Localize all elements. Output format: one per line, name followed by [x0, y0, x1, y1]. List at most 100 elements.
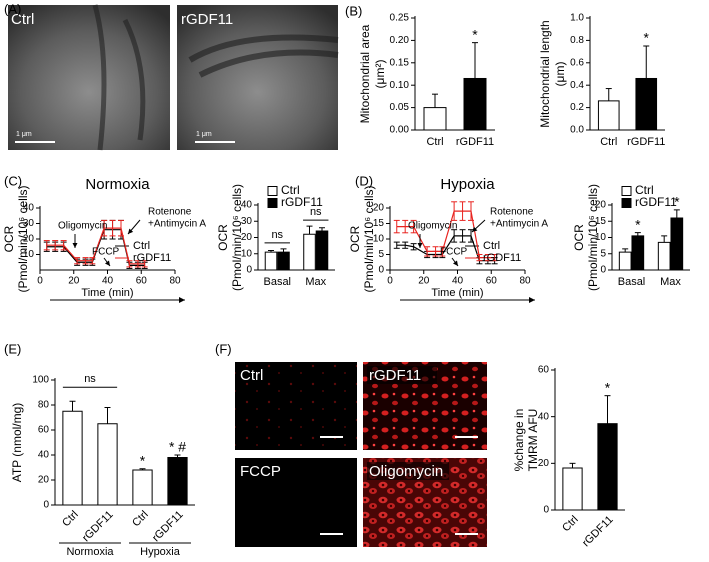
bar — [463, 77, 487, 131]
texture — [188, 34, 339, 78]
x-tick-label: Ctrl — [426, 136, 443, 148]
axis-arrowhead — [179, 297, 185, 303]
legend-label: rGDF11 — [281, 195, 323, 209]
y-tick-label: 100 — [32, 375, 49, 386]
x-tick-label: 20 — [418, 276, 430, 287]
bar — [657, 241, 671, 271]
texture — [92, 4, 146, 151]
panel-label: (B) — [345, 3, 362, 18]
y-tick-label: 0 — [43, 500, 49, 511]
panel-label: (D) — [355, 173, 373, 188]
legend-swatch — [267, 186, 278, 196]
annotation: FCCP — [92, 247, 120, 258]
bar — [618, 251, 632, 271]
y-tick-label: 20 — [538, 458, 550, 469]
y-tick-label: 40 — [23, 203, 35, 214]
significance-label: ns — [310, 206, 322, 218]
x-tick-label: Ctrl — [60, 509, 81, 530]
label-backdrop — [367, 366, 437, 384]
annotation-arrowhead — [105, 260, 110, 266]
annotation: +Antimycin A — [148, 219, 206, 230]
y-tick-label: 0 — [378, 265, 384, 276]
x-tick-label: 60 — [136, 276, 148, 287]
label-backdrop — [367, 462, 449, 480]
axis-arrowhead — [529, 297, 535, 303]
bar — [315, 230, 329, 271]
legend-swatch — [621, 186, 632, 196]
bar — [631, 235, 645, 271]
y-tick-label: 0.00 — [390, 125, 410, 136]
panel-label: (F) — [215, 341, 232, 356]
x-tick-label: rGDF11 — [627, 136, 665, 148]
y-tick-label: 10 — [23, 249, 35, 260]
image-label: FCCP — [240, 463, 281, 480]
scale-label: 1 μm — [196, 131, 212, 138]
x-tick-label: 40 — [102, 276, 114, 287]
y-tick-label: 20 — [241, 232, 253, 243]
x-tick-label: rGDF11 — [580, 514, 616, 550]
image-label: Ctrl — [240, 367, 263, 384]
x-tick-label: 60 — [486, 276, 498, 287]
x-tick-label: 80 — [519, 276, 531, 287]
bar — [277, 251, 290, 271]
y-axis-label: (μm) — [553, 62, 567, 87]
x-tick-label: Basal — [618, 276, 646, 288]
significance-label: * — [605, 379, 611, 395]
y-axis-label: OCR — [572, 224, 586, 251]
bar — [97, 423, 118, 506]
y-tick-label: 0.4 — [570, 80, 584, 91]
y-tick-label: 40 — [538, 411, 550, 422]
y-tick-label: 0.05 — [390, 102, 410, 113]
y-axis-label: ATP (nmol/mg) — [10, 403, 24, 483]
y-axis-label: %change in — [512, 409, 526, 472]
scale-label: 1 μm — [16, 131, 32, 138]
y-axis-label: Mitochondrial length — [538, 20, 552, 127]
significance-label: * — [644, 30, 650, 46]
y-tick-label: 0.8 — [570, 35, 584, 46]
significance-label: * # — [169, 439, 186, 455]
panel-label: (A) — [4, 1, 21, 16]
y-axis-label: OCR — [216, 224, 230, 251]
y-tick-label: 0.20 — [390, 35, 410, 46]
y-tick-label: 5 — [600, 248, 606, 259]
line — [46, 227, 145, 265]
legend-label: Ctrl — [483, 240, 500, 252]
y-axis-label: (Pmol/min/10⁶ cells) — [362, 186, 376, 293]
bar — [167, 457, 188, 506]
y-tick-label: 0 — [246, 265, 252, 276]
annotation-arrowhead — [72, 243, 78, 248]
x-tick-label: 0 — [37, 276, 43, 287]
image-label: Oligomycin — [369, 463, 443, 480]
y-tick-label: 30 — [23, 218, 35, 229]
group-label: Hypoxia — [140, 546, 181, 558]
annotation: +Antimycin A — [490, 219, 548, 230]
x-axis-label: Time (min) — [81, 287, 133, 299]
x-tick-label: rGDF11 — [80, 509, 116, 545]
legend-label: rGDF11 — [483, 252, 521, 264]
annotation: Oligomycin — [408, 221, 457, 232]
y-tick-label: 10 — [241, 248, 253, 259]
legend-swatch — [267, 198, 278, 208]
bar — [635, 77, 658, 131]
y-tick-label: 0.10 — [390, 80, 410, 91]
legend-swatch — [621, 198, 632, 208]
y-axis-label: TMRM AFU — [526, 409, 540, 472]
x-tick-label: Ctrl — [560, 514, 581, 535]
y-tick-label: 0.6 — [570, 57, 584, 68]
y-tick-label: 60 — [538, 365, 550, 376]
significance-label: * — [472, 26, 478, 42]
y-axis-label: (μm²) — [373, 60, 387, 89]
image-label: rGDF11 — [181, 11, 233, 28]
x-axis-label: Time (min) — [431, 287, 483, 299]
y-tick-label: 15 — [373, 218, 385, 229]
x-tick-label: rGDF11 — [150, 509, 186, 545]
y-tick-label: 10 — [373, 234, 385, 245]
chart-title: Normoxia — [85, 176, 150, 193]
annotation-arrowhead — [417, 243, 423, 248]
annotation-arrowhead — [472, 226, 478, 232]
y-tick-label: 0.15 — [390, 57, 410, 68]
annotation: FCCP — [440, 247, 468, 258]
y-tick-label: 10 — [595, 232, 607, 243]
y-tick-label: 60 — [38, 425, 50, 436]
